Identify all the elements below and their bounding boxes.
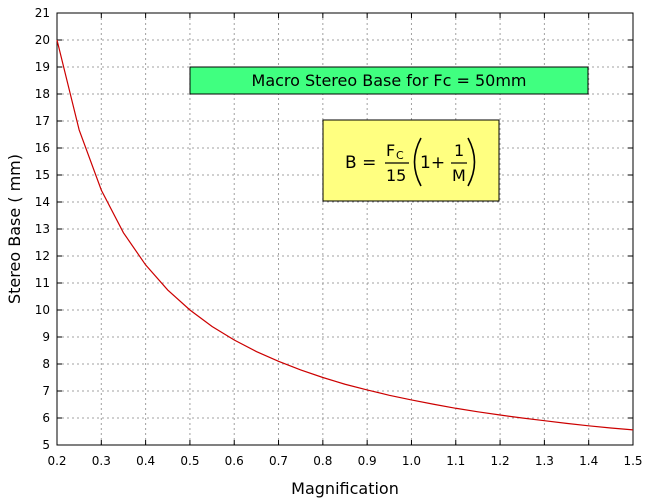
y-tick-label: 17 bbox=[35, 114, 50, 128]
chart-title: Macro Stereo Base for Fc = 50mm bbox=[252, 71, 527, 90]
formula-inner-num: 1 bbox=[454, 141, 464, 160]
x-tick-label: 1.2 bbox=[491, 454, 510, 468]
formula-den: 15 bbox=[386, 166, 406, 185]
y-tick-label: 16 bbox=[35, 141, 50, 155]
x-tick-label: 0.6 bbox=[225, 454, 244, 468]
x-tick-label: 1.1 bbox=[446, 454, 465, 468]
y-tick-label: 7 bbox=[42, 384, 50, 398]
y-axis: 5 6 7 8 9 10 11 12 13 14 15 16 17 18 19 20 21 bbox=[35, 6, 633, 452]
formula-right-paren bbox=[467, 137, 476, 187]
y-tick-label: 14 bbox=[35, 195, 50, 209]
formula-one-plus: 1+ bbox=[420, 153, 445, 173]
y-tick-label: 5 bbox=[42, 438, 50, 452]
x-tick-label: 1.4 bbox=[579, 454, 598, 468]
y-tick-label: 9 bbox=[42, 330, 50, 344]
title-box-bg bbox=[189, 66, 589, 95]
x-tick-label: 1.0 bbox=[402, 454, 421, 468]
y-tick-label: 12 bbox=[35, 249, 50, 263]
y-tick-label: 20 bbox=[35, 33, 50, 47]
title-box: Macro Stereo Base for Fc = 50mm bbox=[189, 66, 589, 95]
y-tick-label: 21 bbox=[35, 6, 50, 20]
x-axis-title: Magnification bbox=[291, 479, 399, 498]
x-tick-label: 0.5 bbox=[180, 454, 199, 468]
y-tick-label: 19 bbox=[35, 60, 50, 74]
y-tick-label: 6 bbox=[42, 411, 50, 425]
x-tick-label: 0.2 bbox=[47, 454, 66, 468]
x-tick-label: 0.8 bbox=[313, 454, 332, 468]
formula-lhs: B = bbox=[345, 153, 376, 173]
y-tick-label: 10 bbox=[35, 303, 50, 317]
formula-num: F bbox=[386, 141, 395, 160]
y-axis-title: Stereo Base ( mm) bbox=[5, 154, 24, 304]
formula-inner-den: M bbox=[452, 166, 466, 185]
formula-box: B = F C 15 1+ 1 M bbox=[322, 119, 500, 202]
y-tick-label: 18 bbox=[35, 87, 50, 101]
y-tick-label: 8 bbox=[42, 357, 50, 371]
x-tick-label: 0.3 bbox=[92, 454, 111, 468]
x-tick-label: 0.7 bbox=[269, 454, 288, 468]
y-tick-label: 13 bbox=[35, 222, 50, 236]
formula-num-sub: C bbox=[396, 149, 404, 162]
formula-left-paren bbox=[413, 137, 422, 187]
x-axis: 0.2 0.3 0.4 0.5 0.6 0.7 0.8 0.9 1.0 1.1 1.2 1.3 1.4 1… bbox=[47, 13, 643, 468]
x-tick-label: 1.3 bbox=[535, 454, 554, 468]
x-tick-label: 1.5 bbox=[623, 454, 642, 468]
y-tick-label: 15 bbox=[35, 168, 50, 182]
x-tick-label: 0.9 bbox=[358, 454, 377, 468]
x-tick-label: 0.4 bbox=[136, 454, 155, 468]
formula-box-bg bbox=[322, 119, 500, 202]
y-tick-label: 11 bbox=[35, 276, 50, 290]
series-line bbox=[56, 39, 634, 431]
